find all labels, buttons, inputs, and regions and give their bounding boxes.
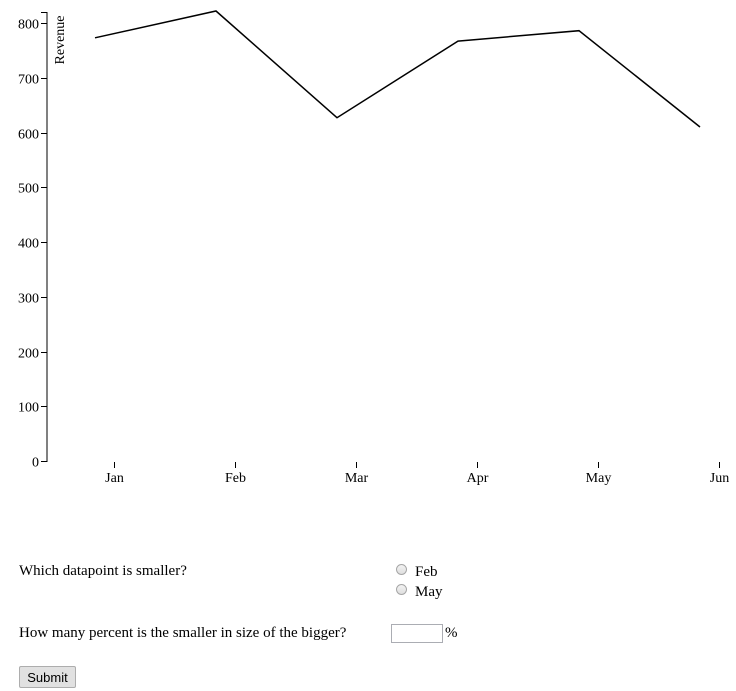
y-tick-label: 100 (18, 401, 39, 416)
series-line (94, 10, 701, 128)
percent-input[interactable] (391, 624, 443, 643)
y-axis-line (41, 12, 48, 462)
y-axis: 0 100 200 300 400 500 600 700 800 (18, 12, 48, 471)
question-smaller: Which datapoint is smaller? (19, 563, 187, 579)
y-tick-label: 500 (18, 182, 39, 197)
option-may-label: May (415, 584, 443, 600)
y-tick-label: 0 (32, 456, 39, 471)
y-axis-label: Revenue (53, 16, 68, 65)
x-tick-label: May (586, 471, 612, 486)
x-tick-label: Feb (225, 471, 246, 486)
question-percent: How many percent is the smaller in size … (19, 625, 347, 641)
submit-button[interactable]: Submit (19, 666, 76, 688)
y-tick-label: 300 (18, 292, 39, 307)
x-tick-label: Jan (105, 471, 124, 486)
radio-may[interactable] (396, 584, 407, 595)
option-may[interactable]: May (396, 584, 443, 601)
y-tick-label: 800 (18, 18, 39, 33)
x-tick-label: Jun (710, 471, 729, 486)
line-chart: 0 100 200 300 400 500 600 700 800 Jan Feb Mar Apr Ma… (18, 10, 729, 486)
x-tick-label: Apr (467, 471, 489, 486)
percent-sign: % (445, 625, 458, 641)
option-feb-label: Feb (415, 564, 438, 580)
option-feb[interactable]: Feb (396, 564, 438, 581)
y-tick-label: 600 (18, 128, 39, 143)
y-tick-label: 700 (18, 73, 39, 88)
x-tick-label: Mar (345, 471, 369, 486)
y-tick-label: 400 (18, 237, 39, 252)
radio-feb[interactable] (396, 564, 407, 575)
y-tick-label: 200 (18, 347, 39, 362)
x-axis: Jan Feb Mar Apr May Jun (105, 462, 729, 486)
